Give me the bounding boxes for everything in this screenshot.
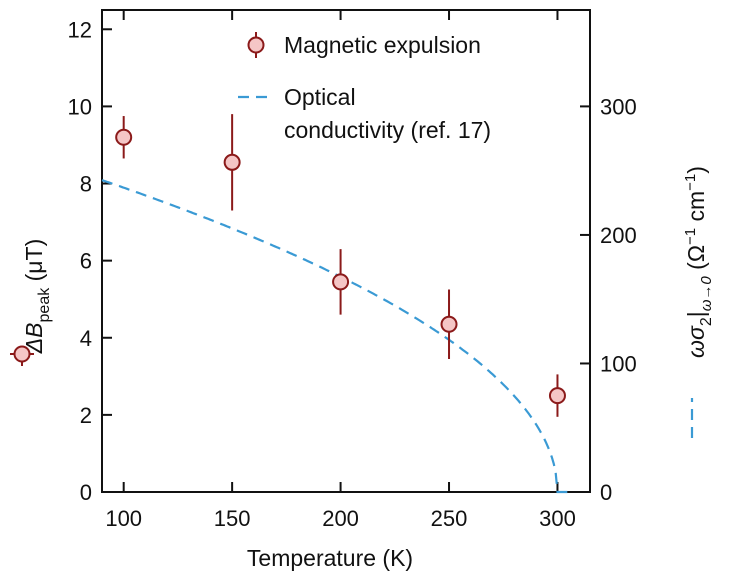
left-y-tick-label: 2 [80,403,92,428]
right-axis-sup2: −1 [682,174,699,191]
plot-frame [101,9,591,493]
data-point [115,128,133,146]
right-axis-sup1: −1 [682,228,699,245]
left-axis-title: ΔBpeak (μT) [21,239,53,355]
data-point [548,387,566,405]
x-tick-label: 100 [105,506,142,531]
left-y-tick-label: 4 [80,326,92,351]
left-axis-subscript: peak [36,287,53,323]
right-axis-unit-close: ) [683,166,709,174]
left-y-tick-label: 6 [80,249,92,274]
right-y-axis: 0 100 200 300 [580,94,637,505]
svg-text:ΔBpeak (μT): ΔBpeak (μT) [21,239,53,355]
left-y-tick-label: 12 [68,17,92,42]
right-axis-bar: | [683,311,709,317]
left-axis-unit: (μT) [21,239,47,288]
legend-optical-label-1: Optical [284,84,356,110]
x-tick-label: 200 [322,506,359,531]
right-y-tick-label: 100 [600,351,637,376]
legend-magnetic-label: Magnetic expulsion [284,32,481,58]
x-tick-label: 300 [539,506,576,531]
data-point [332,273,350,291]
right-y-tick-label: 300 [600,94,637,119]
right-axis-title: ωσ2|ω→0 (Ω−1 cm−1) [682,166,715,358]
x-tick-label: 250 [431,506,468,531]
right-axis-unit-open: (Ω [683,245,709,276]
x-tick-label: 150 [214,506,251,531]
x-axis: 100 150 200 250 300 [105,10,576,531]
right-axis-sub1: 2 [698,317,715,326]
x-axis-title: Temperature (K) [247,545,413,571]
right-axis-unit-mid: cm [683,191,709,228]
data-point [223,153,241,171]
left-y-axis: 0 2 4 6 8 10 12 [68,17,112,505]
right-y-tick-label: 200 [600,223,637,248]
left-y-tick-label: 0 [80,480,92,505]
left-y-tick-label: 10 [68,94,92,119]
data-point [440,315,458,333]
optical-conductivity-curve [101,179,569,494]
magnetic-expulsion-points [115,114,566,417]
legend-marker-icon [247,32,265,58]
left-y-tick-label: 8 [80,172,92,197]
right-axis-omega: ω [683,340,709,358]
svg-text:ωσ2|ω→0 (Ω−1 cm−1): ωσ2|ω→0 (Ω−1 cm−1) [682,166,715,358]
right-axis-sub2: ω→0 [698,276,715,312]
legend-optical-label-2: conductivity (ref. 17) [284,117,491,143]
left-axis-marker-icon [10,345,34,366]
legend: Magnetic expulsion Optical conductivity … [238,32,491,143]
right-axis-sigma: σ [683,325,709,340]
right-y-tick-label: 0 [600,480,612,505]
